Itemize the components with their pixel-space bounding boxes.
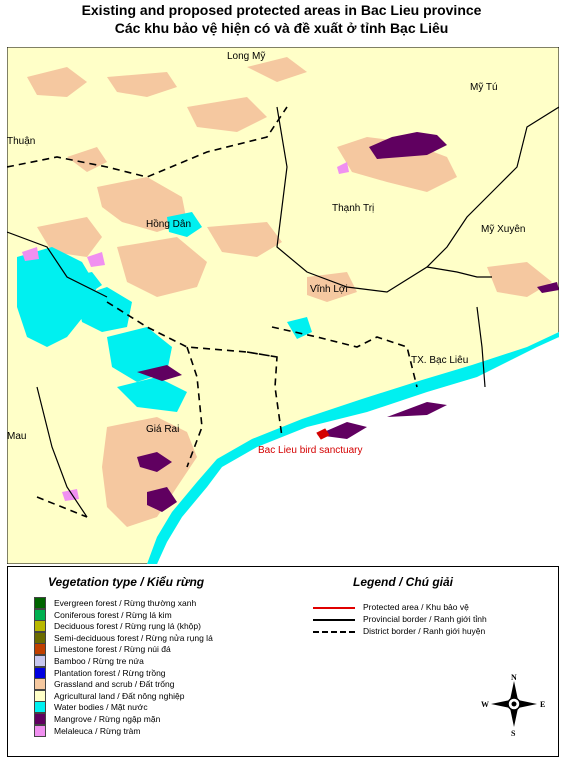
place-label-mau: Mau: [7, 431, 26, 442]
vegetation-legend-label: Limestone forest / Rừng núi đá: [54, 644, 171, 655]
vegetation-legend-label: Evergreen forest / Rừng thường xanh: [54, 598, 197, 608]
vegetation-color-swatch: [34, 620, 46, 633]
coastal-water-band: [147, 332, 559, 564]
map-title-vietnamese: Các khu bảo vệ hiện có và đề xuất ở tỉnh…: [114, 20, 449, 36]
vegetation-legend-item: Coniferous forest / Rừng lá kim: [34, 608, 172, 621]
melaleuca-patches: [22, 162, 349, 501]
legend-district-border: District border / Ranh giới huyện: [313, 626, 485, 636]
legend-district-border-label: District border / Ranh giới huyện: [363, 626, 486, 636]
vegetation-color-swatch: [34, 631, 46, 644]
place-label-long-my: Long Mỹ: [227, 51, 265, 62]
vegetation-legend-label: Grassland and scrub / Đất trống: [54, 679, 175, 690]
legend-provincial-border: Provincial border / Ranh giới tỉnh: [313, 614, 487, 624]
vegetation-color-swatch: [34, 724, 46, 737]
vegetation-legend-item: Evergreen forest / Rừng thường xanh: [34, 597, 196, 609]
vegetation-legend-item: Grassland and scrub / Đất trống: [34, 678, 175, 691]
place-label-my-xuyen: Mỹ Xuyên: [481, 224, 525, 235]
vegetation-legend-item: Plantation forest / Rừng trồng: [34, 666, 166, 679]
legend-provincial-border-label: Provincial border / Ranh giới tỉnh: [363, 614, 487, 624]
legend-protected-area-label: Protected area / Khu bảo vệ: [363, 602, 469, 612]
vegetation-legend-label: Semi-deciduous forest / Rừng nửa rụng lá: [54, 632, 213, 643]
vegetation-color-swatch: [34, 643, 46, 656]
vegetation-color-swatch: [34, 608, 46, 621]
vegetation-legend-item: Semi-deciduous forest / Rừng nửa rụng lá: [34, 631, 213, 644]
vegetation-legend-item: Bamboo / Rừng tre nứa: [34, 655, 144, 667]
vegetation-legend-label: Deciduous forest / Rừng rụng lá (khộp): [54, 621, 201, 632]
compass-north-label: N: [511, 673, 517, 682]
vegetation-legend-label: Plantation forest / Rừng trồng: [54, 667, 166, 678]
sea-area: [157, 337, 559, 564]
place-label-gia-rai: Giá Rai: [146, 424, 179, 435]
red-solid-line-symbol: [313, 606, 355, 609]
compass-rose-icon: N S E W: [481, 673, 545, 737]
vegetation-legend-item: Melaleuca / Rừng tràm: [34, 724, 141, 737]
vegetation-legend-item: Limestone forest / Rừng núi đá: [34, 643, 171, 656]
vegetation-legend-title: Vegetation type / Kiểu rừng: [48, 575, 205, 589]
vegetation-color-swatch: [34, 655, 46, 667]
compass-east-label: E: [540, 700, 545, 709]
vegetation-legend-item: Water bodies / Mặt nước: [34, 701, 148, 714]
legend-panel: Vegetation type / Kiểu rừng Legend / Chú…: [7, 566, 559, 757]
district-border: [7, 106, 418, 518]
vegetation-legend-label: Bamboo / Rừng tre nứa: [54, 656, 144, 666]
place-label-my-tu: Mỹ Tú: [470, 82, 498, 93]
vegetation-legend-label: Melaleuca / Rừng tràm: [54, 725, 141, 736]
compass-south-label: S: [511, 729, 516, 737]
vegetation-color-swatch: [34, 678, 46, 691]
vegetation-color-swatch: [34, 701, 46, 714]
black-dashed-line-symbol: [313, 630, 355, 633]
place-label-thuan: Thuận: [7, 136, 35, 147]
place-label-vinh-loi: Vĩnh Lợi: [310, 284, 348, 295]
mangrove-patches: [137, 132, 559, 512]
line-legend-title: Legend / Chú giải: [353, 575, 454, 589]
vegetation-legend-item: Mangrove / Rừng ngập mặn: [34, 713, 160, 725]
protected-area-bird-sanctuary: [316, 428, 330, 440]
vegetation-legend-item: Deciduous forest / Rừng rụng lá (khộp): [34, 620, 201, 633]
place-label-thanh-tri: Thạnh Trị: [332, 203, 374, 214]
black-solid-line-symbol: [313, 618, 355, 621]
vegetation-color-swatch: [34, 713, 46, 725]
vegetation-legend-label: Water bodies / Mặt nước: [54, 702, 148, 713]
vegetation-legend-label: Coniferous forest / Rừng lá kim: [54, 609, 172, 620]
vegetation-legend-label: Mangrove / Rừng ngập mặn: [54, 714, 161, 724]
vegetation-color-swatch: [34, 666, 46, 679]
protected-area-label: Bac Lieu bird sanctuary: [258, 445, 363, 456]
map-title-english: Existing and proposed protected areas in…: [81, 2, 482, 18]
grassland-patches: [27, 57, 552, 527]
legend-protected-area: Protected area / Khu bảo vệ: [313, 602, 469, 612]
vegetation-color-swatch: [34, 597, 46, 609]
provincial-border: [7, 106, 559, 518]
vegetation-color-swatch: [34, 689, 46, 702]
vegetation-legend-item: Agricultural land / Đất nông nghiệp: [34, 689, 185, 702]
compass-west-label: W: [481, 700, 489, 709]
place-label-hong-dan: Hồng Dân: [146, 218, 191, 230]
map-canvas: Long Mỹ Mỹ Tú Thuận Thạnh Trị Mỹ Xuyên H…: [7, 47, 559, 564]
vegetation-legend-label: Agricultural land / Đất nông nghiệp: [54, 690, 185, 701]
place-label-tx-bac-lieu: TX. Bạc Liêu: [411, 355, 468, 366]
